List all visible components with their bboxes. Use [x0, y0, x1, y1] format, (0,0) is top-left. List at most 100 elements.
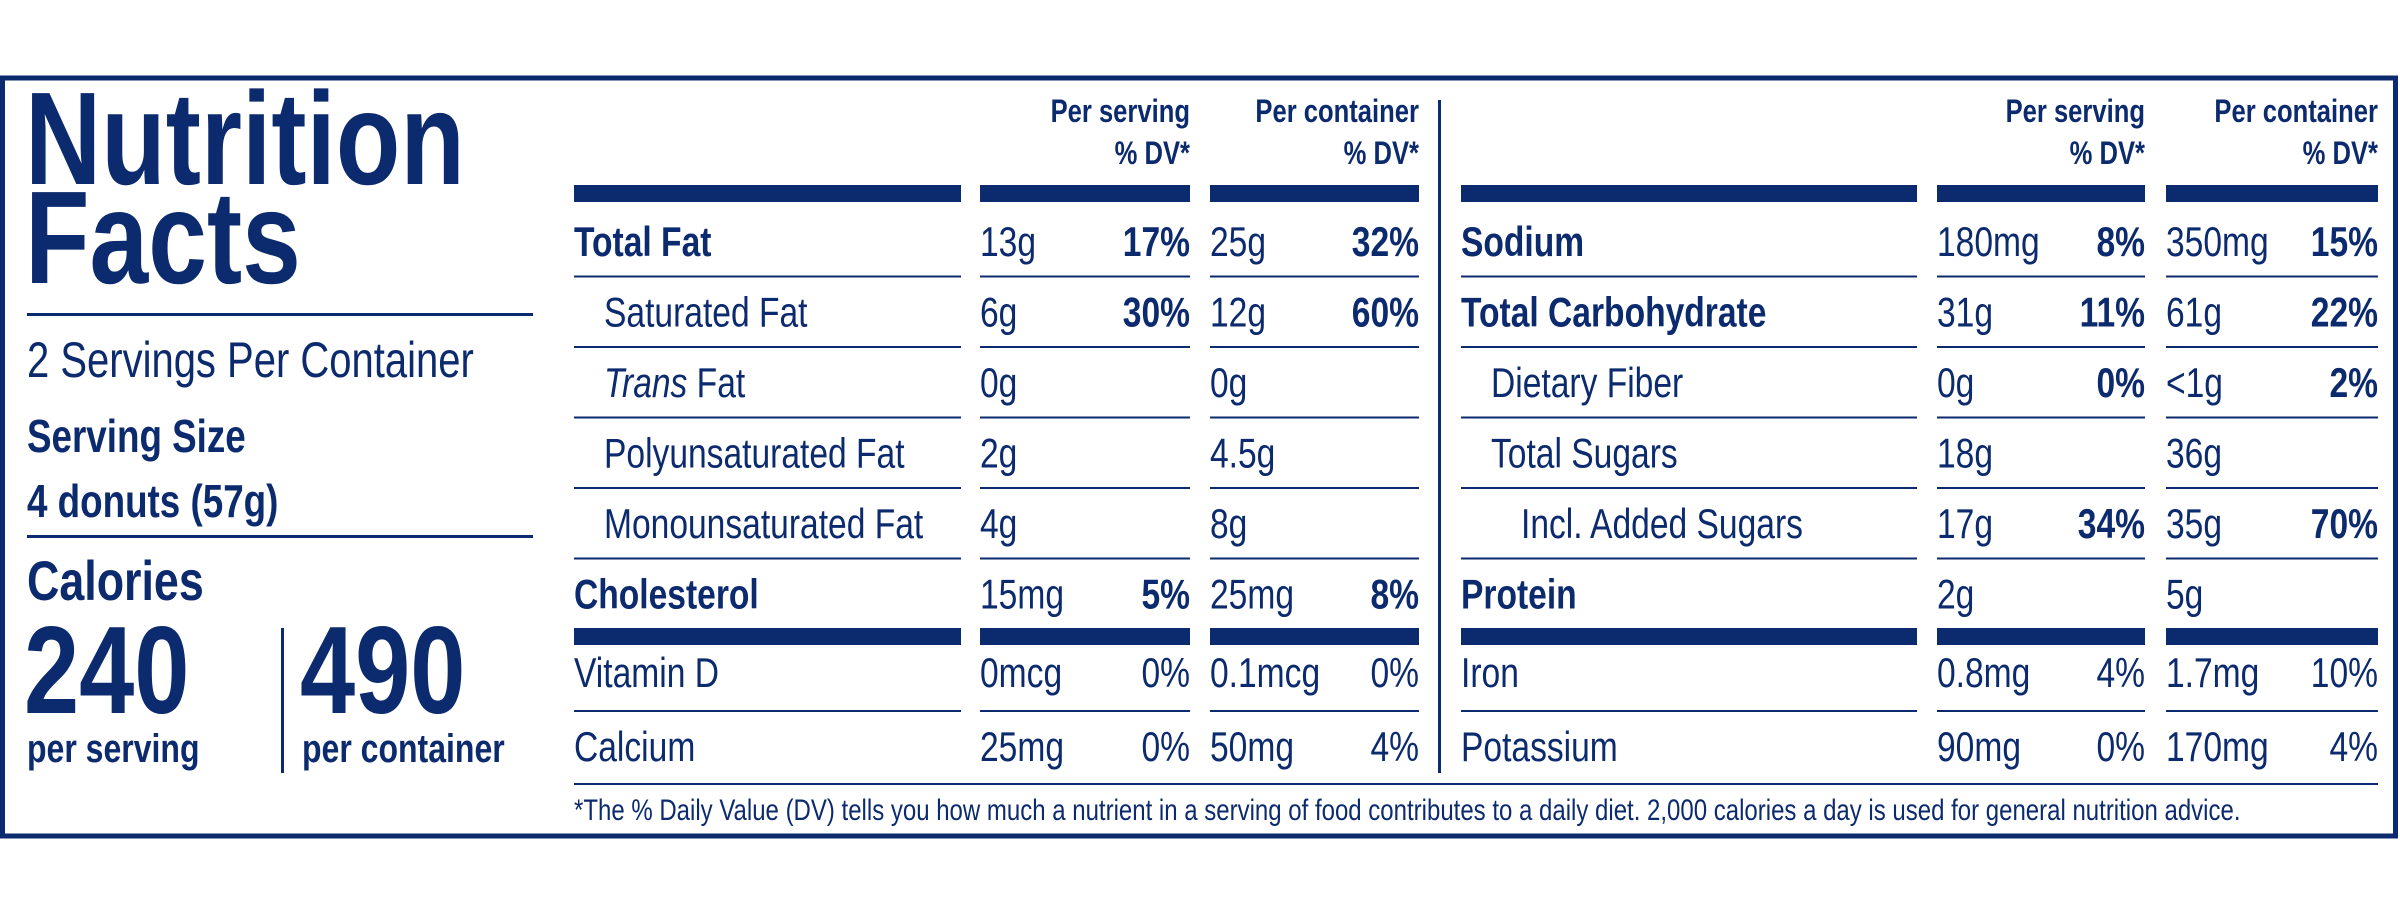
amount: 5g	[2166, 572, 2203, 618]
row-rule	[980, 346, 1190, 348]
serving-size-label: Serving Size	[27, 410, 246, 462]
row-rule	[1461, 275, 1917, 278]
amount: 15mg	[980, 572, 1064, 618]
column-header: % DV*	[1115, 136, 1191, 171]
daily-value: 17%	[1123, 220, 1190, 266]
row-rule	[1937, 275, 2145, 278]
row-rule	[574, 557, 961, 560]
daily-value: 0%	[1141, 725, 1190, 771]
row-rule	[1937, 416, 2145, 419]
row-rule	[980, 557, 1190, 560]
amount: 2g	[980, 431, 1017, 477]
calories-value: 490	[300, 600, 465, 739]
row-rule	[574, 275, 961, 278]
calories-value: 240	[24, 600, 189, 739]
row-rule	[980, 710, 1190, 712]
daily-value: 70%	[2311, 502, 2378, 548]
amount: 90mg	[1937, 725, 2021, 771]
column-header: % DV*	[2303, 136, 2379, 171]
nutrient-name: Dietary Fiber	[1491, 361, 1684, 407]
daily-value: 15%	[2311, 220, 2378, 266]
footnote: *The % Daily Value (DV) tells you how mu…	[574, 792, 2241, 826]
nutrient-name: Saturated Fat	[604, 290, 808, 336]
nutrient-name: Calcium	[574, 725, 695, 771]
servings-per-container: 2 Servings Per Container	[27, 332, 474, 388]
column-header: Per serving	[2006, 94, 2145, 129]
amount: 36g	[2166, 431, 2222, 477]
row-rule	[1210, 346, 1419, 348]
thick-rule	[980, 185, 1190, 202]
daily-value: 30%	[1123, 290, 1190, 336]
calories-divider	[281, 628, 284, 773]
nutrient-name: Vitamin D	[574, 651, 719, 697]
amount: 18g	[1937, 431, 1993, 477]
thick-rule	[1937, 185, 2145, 202]
amount: 4g	[980, 502, 1017, 548]
column-header: Per serving	[1051, 94, 1190, 129]
nutrient-name: Protein	[1461, 572, 1577, 618]
daily-value: 4%	[2096, 651, 2145, 697]
daily-value: 22%	[2311, 290, 2378, 336]
thick-rule	[2166, 185, 2378, 202]
row-rule	[1937, 710, 2145, 712]
thick-rule	[980, 628, 1190, 645]
row-rule	[2166, 275, 2378, 278]
rule	[27, 535, 533, 538]
nutrient-name: Total Carbohydrate	[1461, 290, 1766, 336]
daily-value: 34%	[2078, 502, 2145, 548]
title: Nutrition	[25, 66, 465, 213]
nutrient-name: Trans Fat	[604, 361, 746, 407]
label-border	[0, 75, 2398, 839]
row-rule	[1461, 487, 1917, 489]
thick-rule	[574, 185, 961, 202]
amount: 25g	[1210, 220, 1266, 266]
amount: 0.1mcg	[1210, 651, 1320, 697]
daily-value: 8%	[1370, 572, 1419, 618]
amount: 0g	[1937, 361, 1974, 407]
daily-value: 5%	[1141, 572, 1190, 618]
amount: 13g	[980, 220, 1036, 266]
thick-rule	[1210, 628, 1419, 645]
row-rule	[1937, 557, 2145, 560]
amount: 0g	[980, 361, 1017, 407]
serving-size-value: 4 donuts (57g)	[27, 475, 278, 527]
amount: 0g	[1210, 361, 1247, 407]
row-rule	[1210, 416, 1419, 419]
amount: 1.7mg	[2166, 651, 2259, 697]
nutrient-name-rest: Fat	[697, 361, 746, 407]
calories-unit: per serving	[27, 726, 200, 771]
row-rule	[574, 346, 961, 348]
amount: 50mg	[1210, 725, 1294, 771]
row-rule	[574, 487, 961, 489]
nutrient-name: Cholesterol	[574, 572, 759, 618]
thick-rule	[1937, 628, 2145, 645]
row-rule	[2166, 346, 2378, 348]
rule	[27, 313, 533, 316]
nutrient-name: Incl. Added Sugars	[1521, 502, 1803, 548]
nutrient-name: Iron	[1461, 651, 1519, 697]
calories-unit: per container	[302, 726, 505, 771]
nutrient-name: Sodium	[1461, 220, 1584, 266]
daily-value: 8%	[2096, 220, 2145, 266]
daily-value: 4%	[2329, 725, 2378, 771]
table-divider	[1438, 100, 1441, 773]
row-rule	[574, 416, 961, 419]
amount: 4.5g	[1210, 431, 1275, 477]
row-rule	[980, 487, 1190, 489]
amount: 35g	[2166, 502, 2222, 548]
daily-value: 0%	[2096, 725, 2145, 771]
daily-value: 10%	[2311, 651, 2378, 697]
amount: 6g	[980, 290, 1017, 336]
amount: <1g	[2166, 361, 2223, 407]
row-rule	[1461, 710, 1917, 712]
amount: 61g	[2166, 290, 2222, 336]
row-rule	[980, 416, 1190, 419]
row-rule	[1210, 487, 1419, 489]
daily-value: 2%	[2329, 361, 2378, 407]
amount: 2g	[1937, 572, 1974, 618]
row-rule	[1461, 416, 1917, 419]
column-header: Per container	[2214, 94, 2378, 129]
row-rule	[1210, 557, 1419, 560]
nutrient-name-italic: Trans	[604, 361, 687, 407]
footnote-rule	[574, 783, 2378, 785]
